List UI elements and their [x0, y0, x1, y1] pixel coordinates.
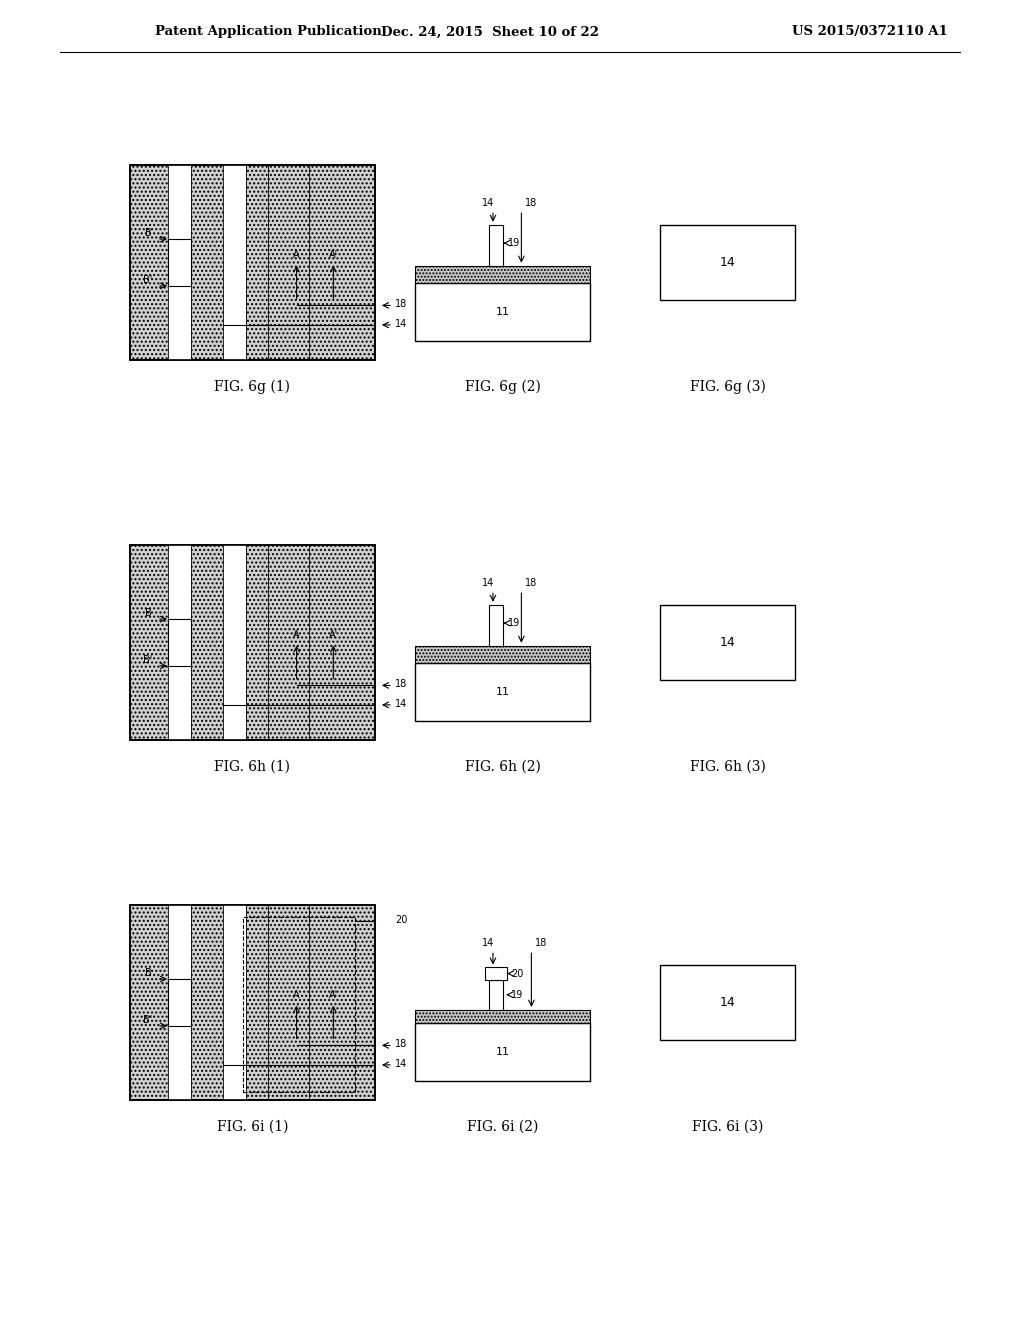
- Bar: [130, 165, 375, 360]
- Bar: [415, 1010, 590, 1023]
- Bar: [168, 239, 191, 286]
- Bar: [415, 645, 590, 664]
- Bar: [415, 1023, 590, 1081]
- Text: 19: 19: [508, 238, 520, 248]
- Bar: [660, 965, 795, 1040]
- Bar: [488, 979, 504, 1010]
- Text: 20: 20: [395, 915, 408, 924]
- Bar: [168, 165, 191, 360]
- Text: FIG. 6g (2): FIG. 6g (2): [465, 380, 541, 395]
- Text: A': A': [329, 631, 338, 640]
- Text: FIG. 6i (2): FIG. 6i (2): [467, 1119, 539, 1134]
- Text: B: B: [145, 968, 152, 978]
- Bar: [223, 906, 247, 1100]
- Text: 14: 14: [482, 939, 494, 948]
- Text: Dec. 24, 2015  Sheet 10 of 22: Dec. 24, 2015 Sheet 10 of 22: [381, 25, 599, 38]
- Bar: [484, 968, 507, 979]
- Bar: [168, 619, 191, 665]
- Bar: [130, 906, 375, 1100]
- Text: 14: 14: [720, 997, 735, 1008]
- Bar: [660, 605, 795, 680]
- Text: A': A': [329, 251, 338, 260]
- Bar: [130, 545, 375, 741]
- Text: FIG. 6g (3): FIG. 6g (3): [689, 380, 765, 395]
- Text: 18: 18: [536, 939, 548, 948]
- Bar: [223, 165, 247, 360]
- Text: US 2015/0372110 A1: US 2015/0372110 A1: [793, 25, 948, 38]
- Bar: [488, 605, 504, 645]
- Text: 14: 14: [720, 256, 735, 269]
- Bar: [168, 545, 191, 741]
- Bar: [415, 284, 590, 341]
- Text: 11: 11: [496, 308, 510, 317]
- Text: 11: 11: [496, 1047, 510, 1057]
- Text: A: A: [293, 251, 300, 260]
- Text: 18: 18: [525, 198, 538, 209]
- Bar: [168, 979, 191, 1026]
- Text: FIG. 6h (2): FIG. 6h (2): [465, 760, 541, 774]
- Text: A': A': [329, 990, 338, 1001]
- Text: 14: 14: [482, 578, 494, 589]
- Bar: [168, 906, 191, 1100]
- Text: 14: 14: [395, 698, 408, 709]
- Text: A: A: [293, 631, 300, 640]
- Text: B: B: [145, 228, 152, 238]
- Text: 14: 14: [395, 1059, 408, 1069]
- Bar: [415, 664, 590, 721]
- Text: B': B': [142, 655, 152, 665]
- Text: B': B': [142, 275, 152, 285]
- Text: 14: 14: [720, 636, 735, 649]
- Bar: [223, 545, 247, 741]
- Text: FIG. 6h (3): FIG. 6h (3): [689, 760, 765, 774]
- Text: 14: 14: [395, 319, 408, 329]
- Bar: [243, 916, 355, 1092]
- Text: 18: 18: [525, 578, 538, 589]
- Text: 19: 19: [511, 990, 523, 999]
- Text: 18: 18: [395, 300, 408, 309]
- Text: FIG. 6i (1): FIG. 6i (1): [217, 1119, 288, 1134]
- Text: FIG. 6h (1): FIG. 6h (1): [214, 760, 291, 774]
- Text: Patent Application Publication: Patent Application Publication: [155, 25, 382, 38]
- Bar: [130, 545, 375, 741]
- Text: 18: 18: [395, 680, 408, 689]
- Bar: [415, 265, 590, 284]
- Bar: [130, 165, 375, 360]
- Bar: [488, 224, 504, 265]
- Text: FIG. 6g (1): FIG. 6g (1): [214, 380, 291, 395]
- Text: 18: 18: [395, 1039, 408, 1049]
- Text: 11: 11: [496, 688, 510, 697]
- Bar: [660, 224, 795, 300]
- Text: FIG. 6i (3): FIG. 6i (3): [692, 1119, 763, 1134]
- Text: B': B': [142, 1015, 152, 1024]
- Text: 14: 14: [482, 198, 494, 209]
- Text: A: A: [293, 990, 300, 1001]
- Bar: [130, 906, 375, 1100]
- Text: B: B: [145, 609, 152, 618]
- Text: 20: 20: [511, 969, 523, 978]
- Text: 19: 19: [508, 618, 520, 628]
